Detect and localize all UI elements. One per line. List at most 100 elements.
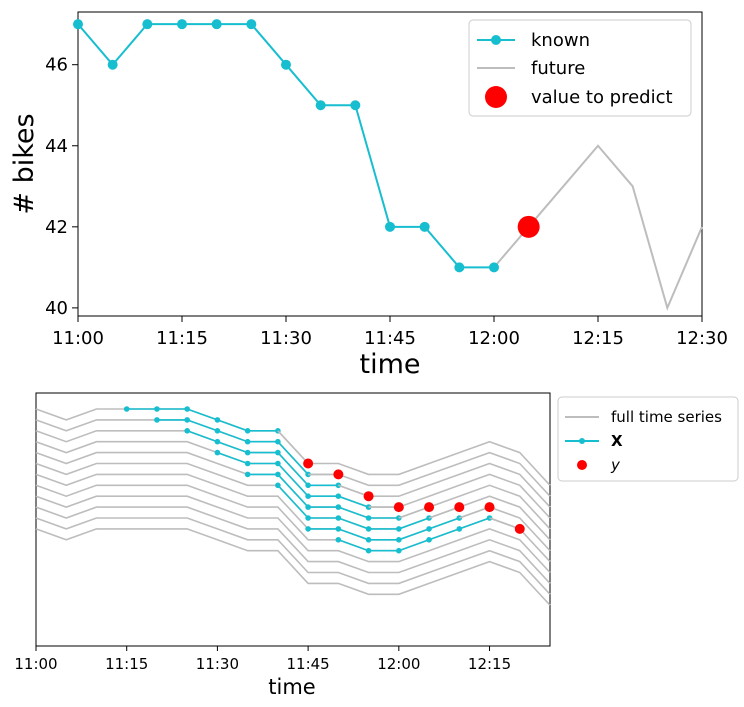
window-x-point-0-5 [184,406,190,412]
window-y-point-6 [484,502,495,513]
x-tick-label-5: 12:15 [572,328,624,349]
known-point-8 [350,100,361,111]
y-tick-label-3: 46 [45,55,68,76]
window-x-point-7-10 [335,537,342,543]
window-x-point-2-8 [275,449,281,456]
known-point-12 [489,262,499,273]
bottom-x-tick-label-2: 11:30 [196,655,239,673]
window-x-point-4-11 [365,515,372,521]
window-x-point-1-5 [184,417,190,423]
top-chart: 11:00 11:15 11:30 11:45 12:00 12:15 12:30 40 42… [9,11,728,380]
window-x-point-4-7 [244,471,251,478]
window-x-point-1-8 [275,438,281,445]
bottom-x-tick-label-1: 11:15 [105,655,148,673]
legend-known-marker [491,35,501,45]
window-x-point-6-9 [305,526,311,532]
y-tick-label-2: 44 [45,136,68,157]
window-gap-line-6 [459,506,490,519]
full-series-line-9 [35,506,551,584]
legend-predict-marker [485,86,507,108]
window-x-point-7-14 [456,526,463,532]
window-x-line-7 [338,517,490,552]
known-point-11 [454,262,465,273]
window-x-line-0 [126,408,278,432]
window-x-point-3-10 [335,493,342,499]
x-tick-label-6: 12:30 [676,328,728,349]
window-x-point-5-12 [396,526,402,532]
window-x-point-6-13 [426,526,432,532]
legend-x-label: X [611,432,623,450]
window-x-point-3-9 [305,493,311,499]
y-tick-label-0: 40 [45,298,68,319]
window-y-point-1 [333,469,344,480]
x-tick-label-4: 12:00 [468,328,520,349]
window-x-point-3-6 [214,449,221,456]
legend-x-marker [579,438,585,444]
window-gap-line-0 [277,430,309,465]
window-y-point-5 [454,502,465,513]
known-point-5 [246,19,257,30]
window-x-point-2-7 [244,449,251,456]
known-point-3 [177,19,187,30]
window-gap-line-2 [338,484,369,497]
window-y-point-7 [514,523,525,534]
window-x-line-3 [217,451,369,508]
window-x-line-4 [247,473,399,519]
x-tick-label-0: 11:00 [52,328,104,349]
bottom-x-tick-label-4: 12:00 [377,655,420,673]
window-x-point-3-7 [244,460,251,467]
known-point-6 [281,59,291,70]
window-x-point-4-9 [305,504,311,510]
window-x-point-2-5 [184,428,190,434]
window-y-point-0 [303,458,314,469]
x-tick-label-2: 11:30 [260,328,312,349]
window-gap-line-5 [428,506,460,519]
window-x-point-5-8 [275,482,281,489]
window-x-point-0-3 [123,406,130,412]
window-x-point-6-11 [365,537,372,543]
legend-future-label: future [531,58,585,79]
window-x-point-7-11 [365,547,372,554]
window-x-point-0-6 [214,417,221,423]
window-x-line-5 [277,484,430,530]
window-x-point-6-12 [396,537,402,543]
window-x-point-7-13 [426,537,432,543]
window-x-point-0-7 [244,428,251,434]
legend-known-label: known [531,30,590,51]
window-x-line-6 [308,517,460,541]
y-tick-label-1: 42 [45,217,68,238]
window-x-point-7-12 [396,547,402,554]
window-x-point-6-10 [335,526,342,532]
window-y-point-4 [424,502,435,513]
bottom-plot-area [35,392,551,647]
window-gap-line-7 [489,517,521,530]
window-y-point-2 [363,491,374,502]
legend-y-marker [577,460,587,470]
window-x-point-4-10 [335,504,342,510]
window-gap-line-4 [398,506,430,519]
top-ylabel: # bikes [9,113,40,214]
window-x-point-2-9 [305,482,311,489]
window-x-point-5-9 [305,515,311,521]
known-point-7 [315,100,326,111]
window-x-point-5-10 [335,515,342,521]
bottom-xlabel: time [268,675,315,699]
window-x-point-3-8 [275,460,281,467]
bottom-x-tick-label-3: 11:45 [287,655,330,673]
bottom-x-tick-label-0: 11:00 [14,655,57,673]
legend-full-label: full time series [611,408,722,426]
known-point-0 [73,19,83,30]
window-x-point-2-6 [214,438,221,445]
full-series-line-11 [35,528,551,606]
bottom-legend: full time series X y [557,396,739,482]
top-xlabel: time [359,349,420,380]
full-series-line-10 [35,517,551,595]
known-point-2 [142,19,153,30]
window-x-point-1-4 [154,417,160,423]
x-tick-label-3: 11:45 [364,328,416,349]
window-x-point-4-8 [275,471,281,478]
known-point-4 [211,19,222,30]
known-point-1 [107,59,118,70]
bottom-chart: 11:00 11:15 11:30 11:45 12:00 12:15 time full… [14,392,739,699]
known-point-9 [385,221,395,232]
